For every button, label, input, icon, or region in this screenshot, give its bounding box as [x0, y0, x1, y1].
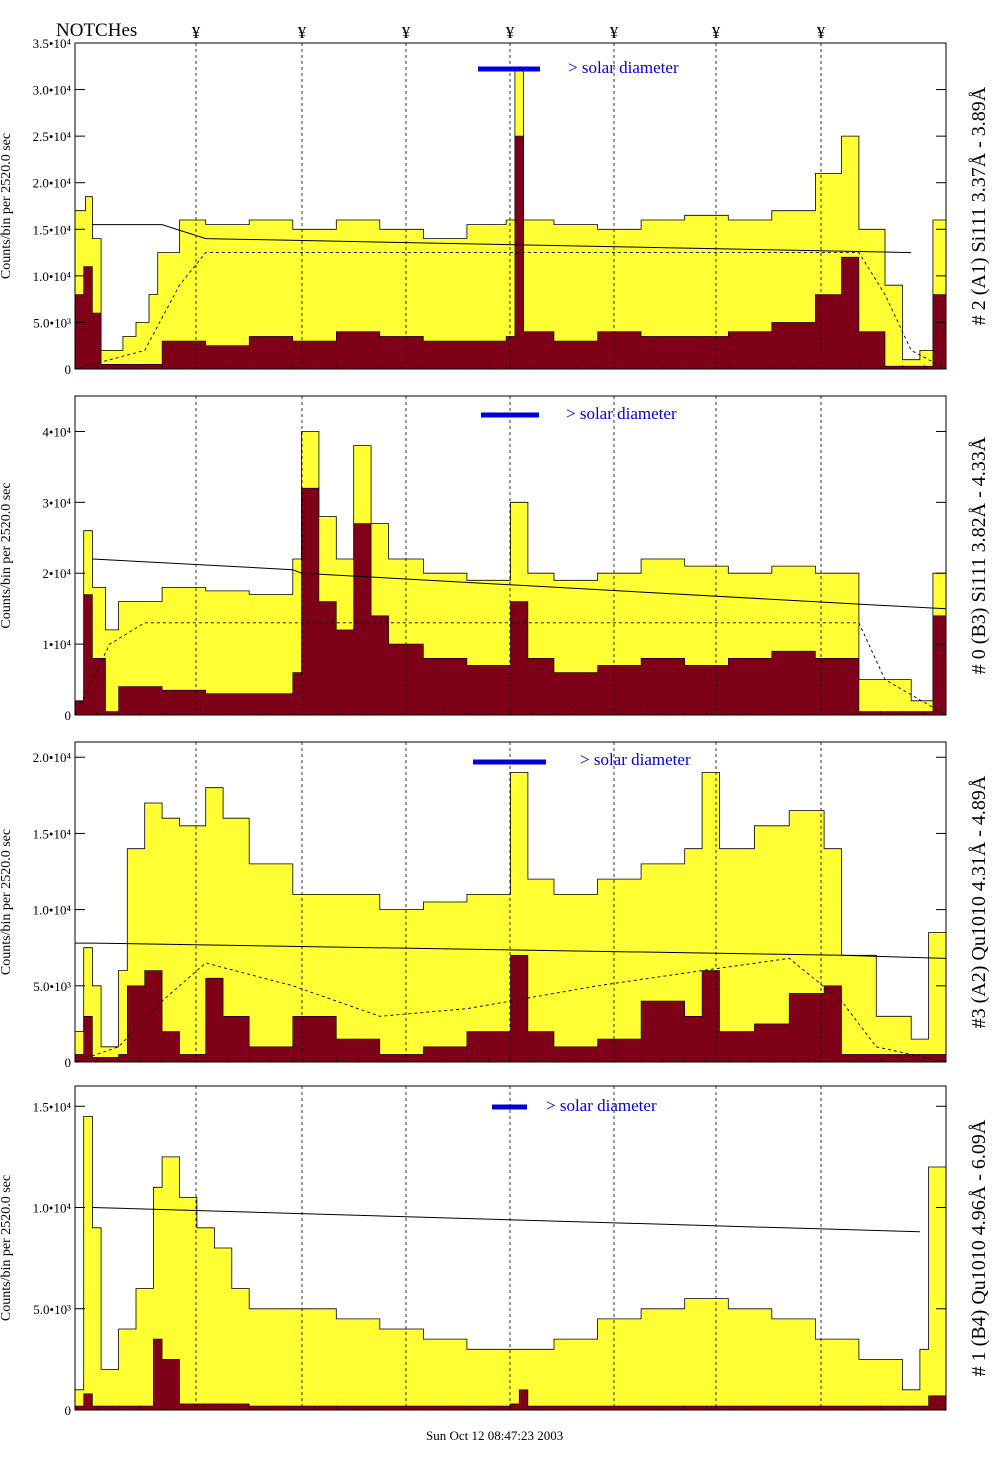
notch-marker-1: ¥ — [298, 23, 307, 42]
peak-counts-area — [74, 1338, 947, 1411]
y-tick-label: 5.0•10³ — [33, 979, 71, 994]
total-counts-area — [74, 1116, 947, 1411]
panel-3: 0 5.0•10³ 1.0•10⁴ 1.5•10⁴ Counts/bin per 252… — [0, 1085, 990, 1418]
y-tick-label: 2.0•10⁴ — [33, 176, 72, 191]
timestamp: Sun Oct 12 08:47:23 2003 — [426, 1428, 564, 1443]
y-tick-label: 1.5•10⁴ — [33, 1099, 72, 1114]
y-tick-label: 0 — [65, 708, 72, 723]
y-tick-label: 1.0•10⁴ — [33, 903, 72, 918]
notch-marker-4: ¥ — [610, 23, 619, 42]
y-tick-label: 3.5•10⁴ — [33, 36, 72, 51]
notch-marker-3: ¥ — [506, 23, 515, 42]
notch-marker-6: ¥ — [817, 23, 826, 42]
y-tick-label: 1.0•10⁴ — [33, 269, 72, 284]
y-tick-label: 1.0•10⁴ — [33, 1201, 72, 1216]
dashed-trend-line — [74, 622, 947, 716]
peak-counts-area — [74, 135, 947, 370]
y-tick-label: 1.5•10⁴ — [33, 222, 72, 237]
dashed-trend-line — [74, 957, 947, 1063]
y-tick-label: 3•10⁴ — [42, 495, 71, 510]
solar-diameter-note: > solar diameter — [546, 1096, 657, 1115]
y-axis-label: Counts/bin per 2520.0 sec — [0, 133, 14, 279]
notch-marker-2: ¥ — [402, 23, 411, 42]
y-tick-label: 4•10⁴ — [42, 424, 71, 439]
y-tick-label: 1.5•10⁴ — [33, 826, 72, 841]
y-axis-label: Counts/bin per 2520.0 sec — [0, 482, 14, 628]
y-tick-label: 0 — [65, 1403, 72, 1418]
panel-title: # 1 (B4) Qu1010 4.96Å - 6.09Å — [968, 1119, 990, 1376]
panel-0: 0 5.0•10³ 1.0•10⁴ 1.5•10⁴ 2.0•10⁴ 2.5•10⁴ 3.0•… — [0, 36, 990, 377]
total-counts-area — [74, 772, 947, 1063]
dashed-trend-line — [74, 252, 947, 370]
y-axis-label: Counts/bin per 2520.0 sec — [0, 829, 14, 975]
total-counts-area — [74, 70, 947, 370]
notch-marker-0: ¥ — [192, 23, 201, 42]
solid-trend-line — [75, 942, 947, 959]
solid-trend-line — [92, 558, 947, 610]
panel-2: 0 5.0•10³ 1.0•10⁴ 1.5•10⁴ 2.0•10⁴ Counts/bin … — [0, 741, 990, 1070]
y-tick-label: 2•10⁴ — [42, 566, 71, 581]
y-tick-label: 5.0•10³ — [33, 315, 71, 330]
panel-title: # 2 (A1) Si111 3.37Å - 3.89Å — [968, 86, 990, 325]
notches-label: NOTCHes — [56, 20, 138, 41]
panel-title: # 0 (B3) Si111 3.82Å - 4.33Å — [968, 436, 990, 674]
y-tick-label: 0 — [65, 362, 72, 377]
solid-trend-line — [92, 1207, 920, 1233]
panel-title: #3 (A2) Qu1010 4.31Å - 4.89Å — [968, 775, 990, 1028]
y-tick-label: 1•10⁴ — [42, 637, 71, 652]
y-tick-label: 0 — [65, 1055, 72, 1070]
y-axis-label: Counts/bin per 2520.0 sec — [0, 1175, 14, 1321]
notch-marker-5: ¥ — [712, 23, 721, 42]
panel-1: 0 1•10⁴ 2•10⁴ 3•10⁴ 4•10⁴ Counts/bin per 2520… — [0, 395, 990, 723]
y-tick-label: 3.0•10⁴ — [33, 83, 72, 98]
y-tick-label: 5.0•10³ — [33, 1302, 71, 1317]
peak-counts-area — [74, 955, 947, 1063]
solar-diameter-note: > solar diameter — [566, 404, 677, 423]
total-counts-area — [74, 431, 947, 716]
peak-counts-area — [74, 487, 947, 716]
y-tick-label: 2.0•10⁴ — [33, 750, 72, 765]
y-tick-label: 2.5•10⁴ — [33, 129, 72, 144]
solar-diameter-note: > solar diameter — [580, 750, 691, 769]
solid-trend-line — [92, 224, 912, 254]
solar-diameter-note: > solar diameter — [568, 58, 679, 77]
